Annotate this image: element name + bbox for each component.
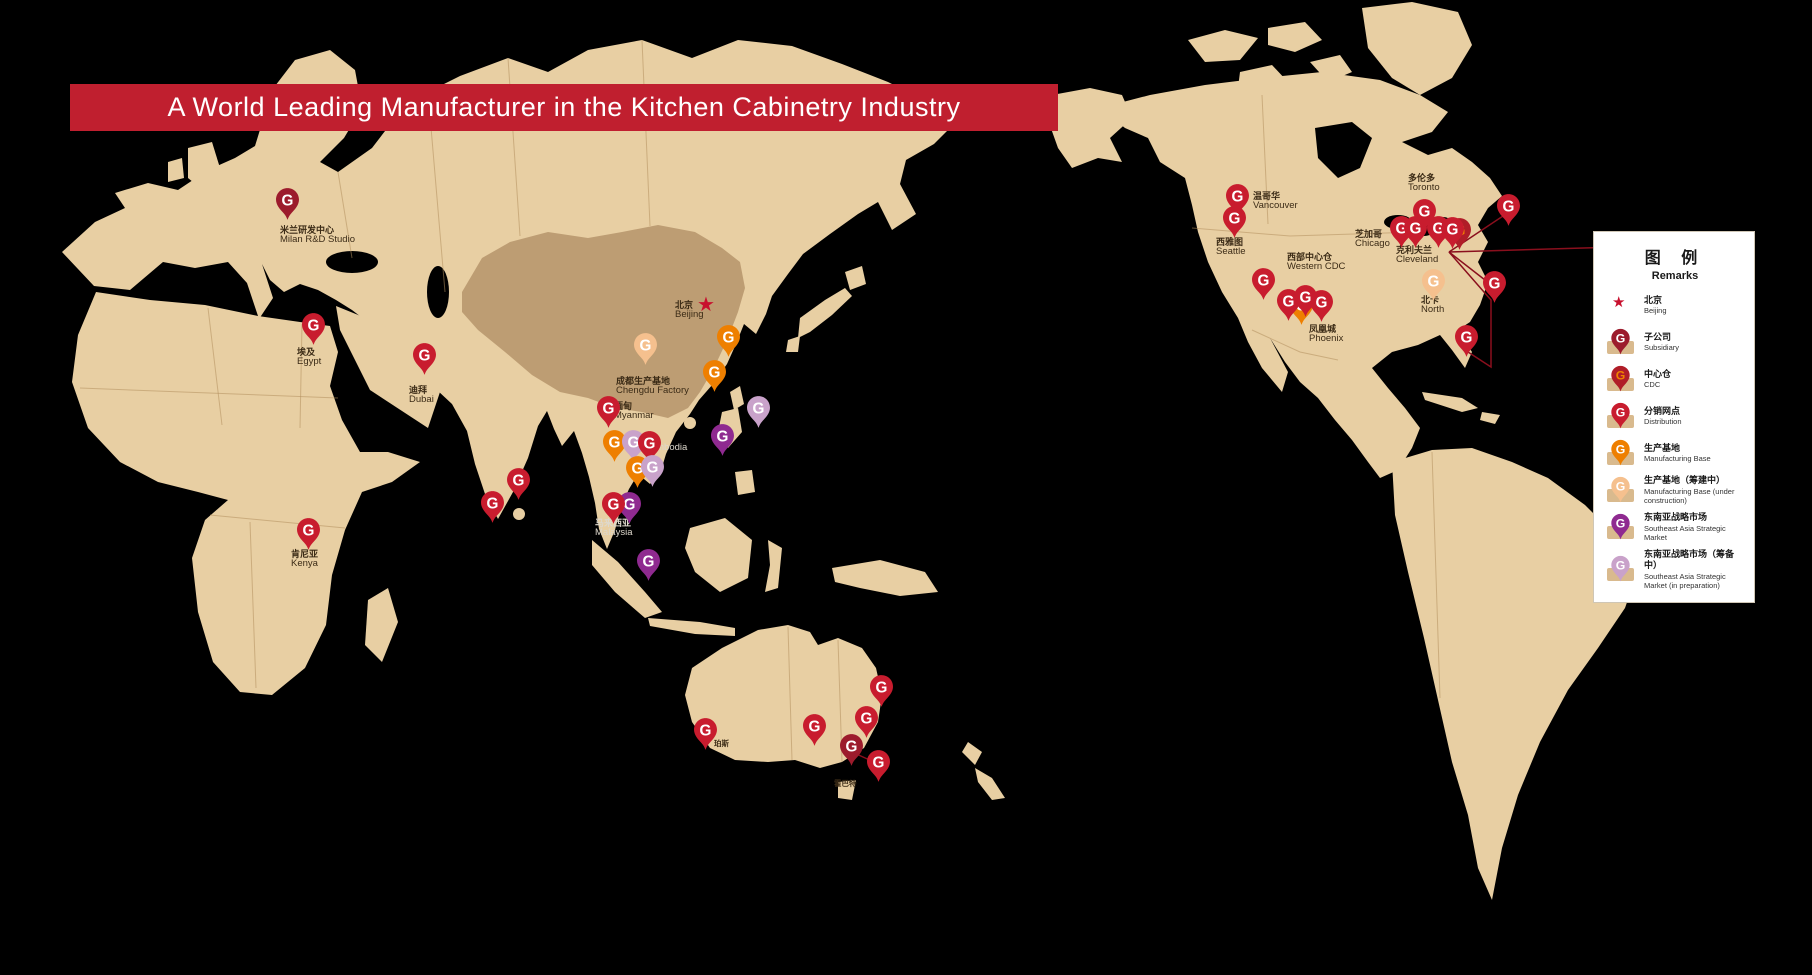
svg-text:G: G <box>1616 332 1626 346</box>
distribution-pin-icon: G <box>1606 401 1636 431</box>
landmass-java <box>648 618 735 636</box>
svg-text:G: G <box>1616 406 1626 420</box>
landmass-borneo <box>685 518 752 592</box>
legend-item-text: 东南亚战略市场（筹备中） Southeast Asia Strategic Mar… <box>1644 549 1735 590</box>
landmass-madagascar <box>365 588 398 662</box>
legend-item-subsidiary: G 子公司 Subsidiary <box>1606 327 1744 357</box>
landmass-sumatra <box>592 540 662 618</box>
landmass-sulawesi <box>765 540 782 592</box>
landmass-uk <box>188 142 220 192</box>
legend-title-zh: 图 例 <box>1644 250 1706 267</box>
location-pin-icon: G <box>1611 328 1630 355</box>
beijing-star-icon: ★ <box>1606 290 1636 320</box>
star-icon: ★ <box>1612 294 1626 311</box>
legend-item-manufacturing: G 生产基地 Manufacturing Base <box>1606 438 1744 468</box>
landmass-arctic-4 <box>1310 55 1352 82</box>
connection-line <box>851 751 875 763</box>
landmass-hainan <box>684 417 696 429</box>
legend-item-sea_prep: G 东南亚战略市场（筹备中） Southeast Asia Strategic Ma… <box>1606 549 1744 590</box>
legend-title-en: Remarks <box>1651 270 1699 282</box>
legend-panel: 图 例 Remarks ★ 北京 Beijing G 子公司 Subsidiary G 中心仓… <box>1593 231 1755 603</box>
water-great-lake-3 <box>1435 217 1451 227</box>
landmass-kyushu <box>786 336 800 352</box>
landmass-south-america <box>1392 448 1640 900</box>
water-great-lake-2 <box>1414 224 1434 236</box>
svg-text:G: G <box>1616 480 1626 494</box>
landmass-alaska <box>1048 88 1132 168</box>
title-banner: A World Leading Manufacturer in the Kitc… <box>70 84 1058 131</box>
landmass-africa <box>72 292 420 695</box>
location-pin-icon: G <box>1611 439 1630 466</box>
water-great-lake-1 <box>1384 215 1412 229</box>
connection-line <box>1448 246 1619 253</box>
legend-item-text: 生产基地 Manufacturing Base <box>1644 442 1711 464</box>
landmass-newguinea <box>832 560 938 596</box>
legend-item-text: 北京 Beijing <box>1644 294 1667 316</box>
landmass-arabia <box>336 306 448 428</box>
legend-item-star: ★ 北京 Beijing <box>1606 290 1744 320</box>
landmass-ireland <box>168 158 184 182</box>
landmass-arctic-3 <box>1238 65 1288 95</box>
landmass-tasmania <box>838 780 856 800</box>
location-pin-icon: G <box>1611 402 1630 429</box>
legend-item-text: 东南亚战略市场 Southeast Asia Strategic Market <box>1644 512 1726 542</box>
legend-item-text: 分销网点 Distribution <box>1644 405 1682 427</box>
svg-text:G: G <box>1616 517 1626 531</box>
page-title: A World Leading Manufacturer in the Kitc… <box>167 92 961 122</box>
legend-item-manufacturing_uc: G 生产基地（筹建中） Manufacturing Base (under cons… <box>1606 475 1744 505</box>
svg-text:G: G <box>1616 443 1626 457</box>
water-hudson-bay <box>1315 122 1372 178</box>
landmass-luzon <box>718 408 742 448</box>
landmass-arctic-1 <box>1188 30 1258 62</box>
location-pin-icon: G <box>1611 513 1630 540</box>
landmass-cuba <box>1422 392 1478 412</box>
legend-item-cdc: G 中心仓 CDC <box>1606 364 1744 394</box>
legend-item-text: 生产基地（筹建中） Manufacturing Base (under const… <box>1644 475 1735 505</box>
manufacturing_uc-pin-icon: G <box>1606 475 1636 505</box>
svg-text:G: G <box>1616 559 1626 573</box>
legend-title: 图 例 Remarks <box>1606 244 1744 282</box>
landmass-hokkaido <box>845 266 866 290</box>
landmass-north-america <box>1100 72 1502 478</box>
landmass-arctic-2 <box>1268 22 1322 52</box>
landmass-greenland <box>1362 2 1472 95</box>
landmass-honshu <box>798 288 852 338</box>
landmass-hispaniola <box>1480 412 1500 424</box>
sea_market-pin-icon: G <box>1606 512 1636 542</box>
manufacturing-pin-icon: G <box>1606 438 1636 468</box>
connection-line <box>1448 251 1492 369</box>
sea_prep-pin-icon: G <box>1606 554 1636 584</box>
landmass-australia <box>685 625 882 768</box>
landmass-nz-south <box>975 768 1005 800</box>
landmass-taiwan <box>730 386 744 410</box>
landmass-mindanao <box>735 470 755 495</box>
water-caspian-sea <box>427 266 449 318</box>
legend-item-text: 中心仓 CDC <box>1644 368 1672 390</box>
legend-item-sea_market: G 东南亚战略市场 Southeast Asia Strategic Market <box>1606 512 1744 542</box>
subsidiary-pin-icon: G <box>1606 327 1636 357</box>
landmasses <box>62 2 1640 900</box>
legend-item-distribution: G 分销网点 Distribution <box>1606 401 1744 431</box>
location-pin-icon: G <box>1611 476 1630 503</box>
cdc-pin-icon: G <box>1606 364 1636 394</box>
landmass-srilanka <box>513 508 525 520</box>
landmass-nz-north <box>962 742 982 765</box>
location-pin-icon: G <box>1611 556 1630 582</box>
water-black-sea <box>326 251 378 273</box>
location-pin-icon: G <box>1611 365 1630 392</box>
svg-text:G: G <box>1616 369 1626 383</box>
region-china-highlight <box>462 225 745 418</box>
legend-items: ★ 北京 Beijing G 子公司 Subsidiary G 中心仓 CDC G 分销网点 Dist… <box>1606 290 1744 590</box>
legend-item-text: 子公司 Subsidiary <box>1644 331 1680 353</box>
